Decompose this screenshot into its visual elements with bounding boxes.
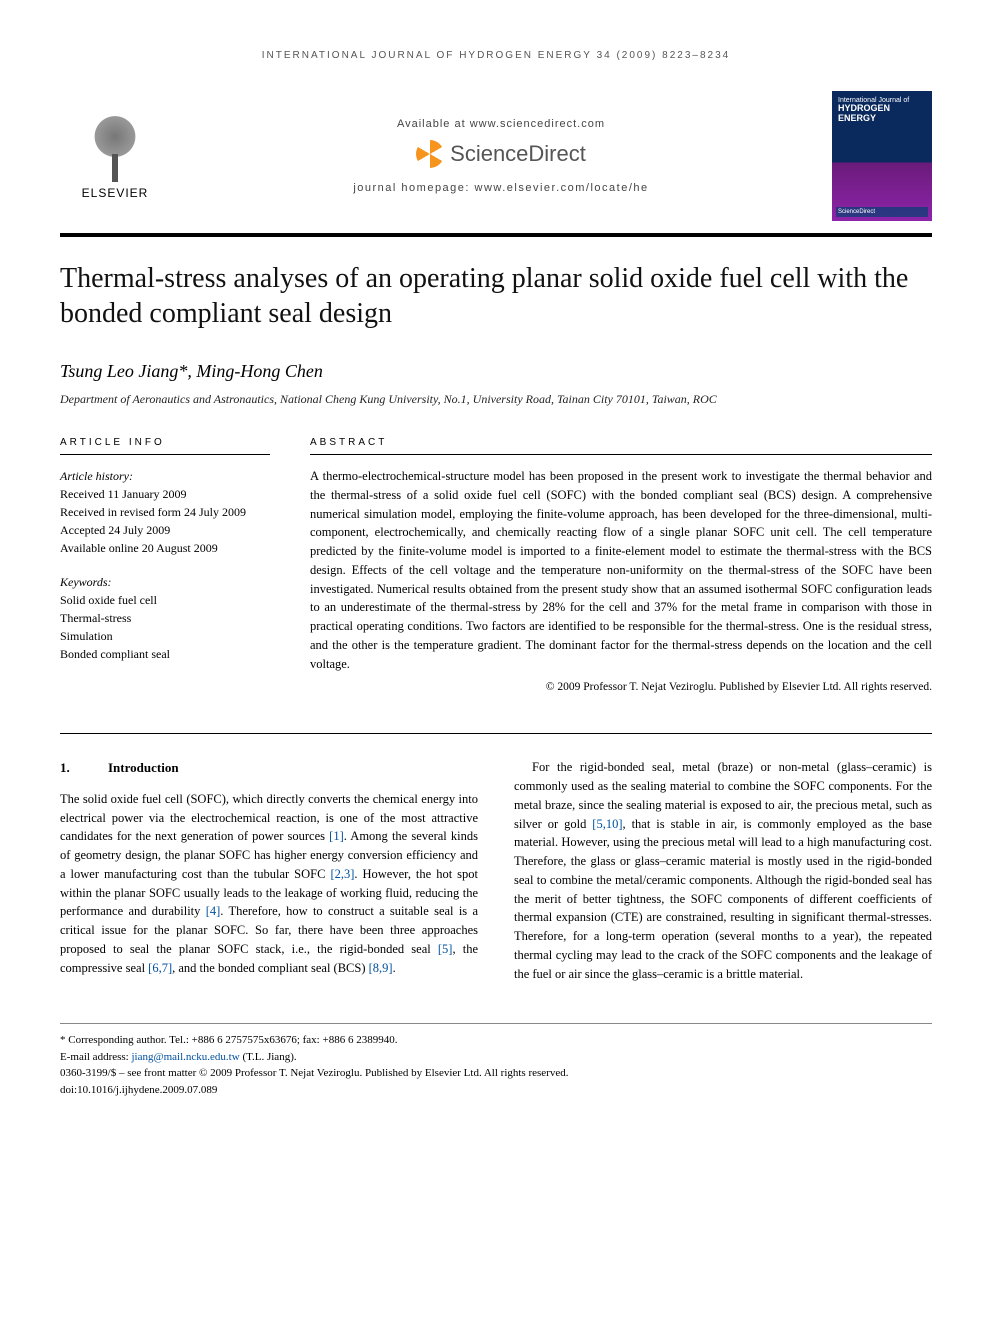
available-at: Available at www.sciencedirect.com (170, 118, 832, 130)
running-head: INTERNATIONAL JOURNAL OF HYDROGEN ENERGY… (60, 50, 932, 61)
body-text: 1.Introduction The solid oxide fuel cell… (60, 758, 932, 983)
elsevier-tree-icon (80, 112, 150, 182)
citation[interactable]: [6,7] (148, 961, 172, 975)
journal-homepage: journal homepage: www.elsevier.com/locat… (170, 182, 832, 194)
article-info: ARTICLE INFO Article history: Received 1… (60, 437, 270, 693)
abstract: ABSTRACT A thermo-electrochemical-struct… (310, 437, 932, 693)
section-number: 1. (60, 758, 108, 778)
citation[interactable]: [1] (329, 829, 344, 843)
article-info-heading: ARTICLE INFO (60, 437, 270, 455)
section-title: Introduction (108, 760, 179, 775)
elsevier-wordmark: ELSEVIER (60, 186, 170, 200)
affiliation: Department of Aeronautics and Astronauti… (60, 392, 932, 407)
footnotes: * Corresponding author. Tel.: +886 6 275… (60, 1023, 932, 1098)
revised-date: Received in revised form 24 July 2009 (60, 503, 270, 521)
citation[interactable]: [8,9] (369, 961, 393, 975)
email-line: E-mail address: jiang@mail.ncku.edu.tw (… (60, 1049, 932, 1066)
cover-title: HYDROGEN ENERGY (838, 104, 926, 124)
authors: Tsung Leo Jiang*, Ming-Hong Chen (60, 361, 932, 382)
article-title: Thermal-stress analyses of an operating … (60, 261, 932, 331)
header-center: Available at www.sciencedirect.com Scien… (170, 118, 832, 194)
keywords-label: Keywords: (60, 573, 270, 591)
online-date: Available online 20 August 2009 (60, 539, 270, 557)
cover-sd-bar: ScienceDirect (836, 207, 928, 217)
keyword: Simulation (60, 627, 270, 645)
received-date: Received 11 January 2009 (60, 485, 270, 503)
sciencedirect-swirl-icon (416, 140, 444, 168)
paragraph: The solid oxide fuel cell (SOFC), which … (60, 790, 478, 978)
section-heading: 1.Introduction (60, 758, 478, 778)
section-divider (60, 733, 932, 734)
paragraph: For the rigid-bonded seal, metal (braze)… (514, 758, 932, 983)
citation[interactable]: [5,10] (592, 817, 622, 831)
keyword: Thermal-stress (60, 609, 270, 627)
corresponding-author: * Corresponding author. Tel.: +886 6 275… (60, 1032, 932, 1049)
keyword: Bonded compliant seal (60, 645, 270, 663)
elsevier-logo: ELSEVIER (60, 112, 170, 200)
citation[interactable]: [4] (206, 904, 221, 918)
history-label: Article history: (60, 467, 270, 485)
sciencedirect-logo: ScienceDirect (416, 140, 586, 168)
sciencedirect-wordmark: ScienceDirect (450, 141, 586, 167)
journal-cover-thumbnail: International Journal of HYDROGEN ENERGY… (832, 91, 932, 221)
keywords-block: Keywords: Solid oxide fuel cell Thermal-… (60, 573, 270, 663)
author-email[interactable]: jiang@mail.ncku.edu.tw (131, 1051, 239, 1063)
abstract-copyright: © 2009 Professor T. Nejat Veziroglu. Pub… (310, 681, 932, 693)
abstract-text: A thermo-electrochemical-structure model… (310, 467, 932, 673)
citation[interactable]: [2,3] (330, 867, 354, 881)
issn-line: 0360-3199/$ – see front matter © 2009 Pr… (60, 1065, 932, 1082)
article-history: Article history: Received 11 January 200… (60, 467, 270, 557)
journal-header: ELSEVIER Available at www.sciencedirect.… (60, 81, 932, 237)
accepted-date: Accepted 24 July 2009 (60, 521, 270, 539)
keyword: Solid oxide fuel cell (60, 591, 270, 609)
info-abstract-row: ARTICLE INFO Article history: Received 1… (60, 437, 932, 693)
citation[interactable]: [5] (438, 942, 453, 956)
abstract-heading: ABSTRACT (310, 437, 932, 455)
doi-line: doi:10.1016/j.ijhydene.2009.07.089 (60, 1082, 932, 1099)
